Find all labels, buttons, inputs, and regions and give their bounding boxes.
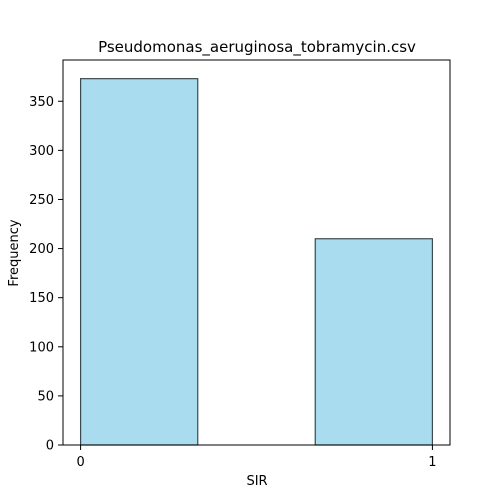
y-tick-label: 250 [29,193,54,208]
histogram-bar-1 [314,238,434,446]
y-tick-label: 200 [29,242,54,257]
x-tick-label: 1 [428,455,436,470]
y-axis-label: Frequency [7,219,22,286]
x-tick-label: 0 [76,455,84,470]
y-axis: 0 50 100 150 200 250 300 350 [29,95,63,454]
x-axis-label: SIR [246,474,267,489]
bars-group [79,78,434,446]
y-tick-label: 300 [29,144,54,159]
chart-title: Pseudomonas_aeruginosa_tobramycin.csv [98,38,416,57]
plot-frame [62,59,451,446]
histogram-bar-0 [79,78,199,446]
y-tick-label: 350 [29,95,54,110]
y-tick-label: 0 [46,439,54,454]
y-tick-label: 100 [29,340,54,355]
y-tick-label: 150 [29,291,54,306]
y-tick-label: 50 [37,389,54,404]
